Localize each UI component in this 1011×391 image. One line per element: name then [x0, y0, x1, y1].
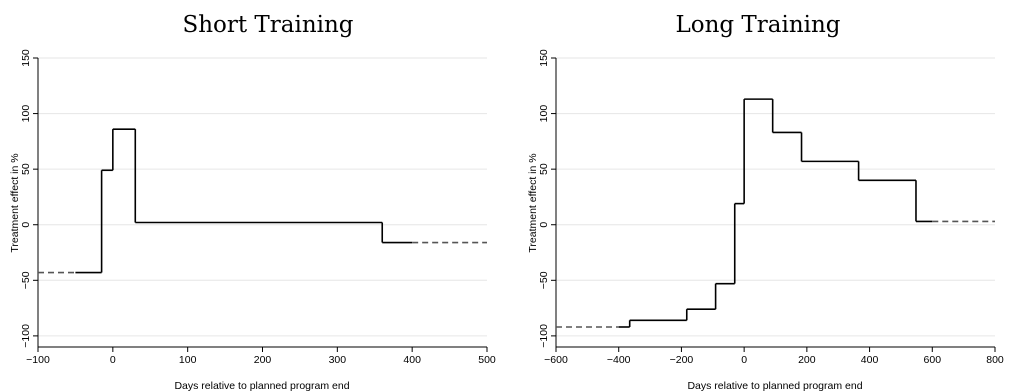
- y-tick-label: 150: [20, 49, 32, 67]
- x-tick-label: 0: [741, 354, 747, 366]
- y-tick-label: 100: [538, 105, 550, 123]
- axes: −100 0 100 200 300 400 500 −100 −50 0 50 100 150: [20, 49, 496, 366]
- x-tick-label: 400: [861, 354, 879, 366]
- x-tick-label: −600: [544, 354, 568, 366]
- x-tick-label: −400: [607, 354, 631, 366]
- y-tick-label: −100: [538, 324, 550, 348]
- y-tick-label: 50: [538, 163, 550, 175]
- x-tick-label: 100: [179, 354, 197, 366]
- x-tick-label: 800: [986, 354, 1004, 366]
- y-tick-label: −50: [20, 271, 32, 289]
- x-axis-label: Days relative to planned program end: [174, 380, 349, 391]
- y-tick-label: 100: [20, 105, 32, 123]
- y-tick-label: −50: [538, 271, 550, 289]
- x-tick-label: 0: [110, 354, 116, 366]
- x-tick-label: 200: [798, 354, 816, 366]
- y-tick-label: 150: [538, 49, 550, 67]
- gridlines: [38, 57, 487, 337]
- x-tick-label: 200: [254, 354, 272, 366]
- chart-title: Long Training: [675, 12, 840, 38]
- y-axis-label: Treatment effect in %: [9, 153, 21, 252]
- y-tick-label: −100: [20, 324, 32, 348]
- x-tick-label: 600: [924, 354, 942, 366]
- step-series: [38, 128, 487, 274]
- y-tick-label: 50: [20, 163, 32, 175]
- x-tick-label: 300: [329, 354, 347, 366]
- chart-long-training: Long Training −600 −400 −200 0 200 400 600 800−…: [527, 12, 1004, 391]
- y-tick-label: 0: [20, 222, 32, 228]
- chart-title: Short Training: [182, 12, 353, 38]
- x-tick-label: −200: [670, 354, 694, 366]
- y-axis-label: Treatment effect in %: [527, 153, 539, 252]
- chart-short-training: Short Training −100 0 100 200 300 400 500−100−…: [9, 12, 496, 391]
- y-tick-label: 0: [538, 222, 550, 228]
- x-axis-label: Days relative to planned program end: [687, 380, 862, 391]
- gridlines: [556, 57, 995, 337]
- axes: −600 −400 −200 0 200 400 600 800 −100 −50 0 50 100 15…: [538, 49, 1004, 366]
- x-tick-label: 400: [403, 354, 421, 366]
- x-tick-label: −100: [26, 354, 50, 366]
- x-tick-label: 500: [478, 354, 496, 366]
- step-series: [556, 98, 995, 328]
